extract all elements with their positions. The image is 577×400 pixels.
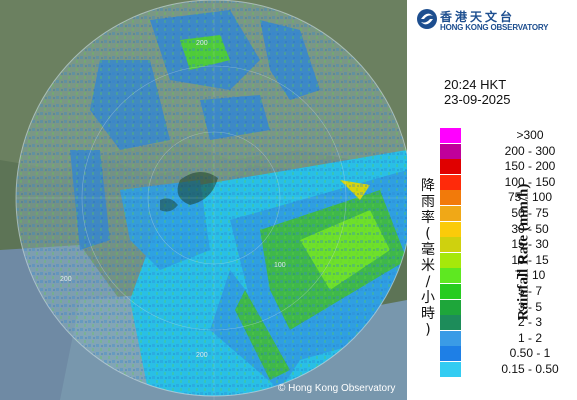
hko-logo-icon [416, 7, 438, 31]
range-label: 200 [60, 276, 72, 283]
legend-item: 30 - 50 [440, 222, 576, 237]
copyright-text: © Hong Kong Observatory [278, 383, 395, 394]
legend-item: 7 - 10 [440, 268, 576, 283]
legend-label: 150 - 200 [440, 160, 576, 173]
legend-label: 10 - 15 [440, 254, 576, 267]
legend-item: 0.15 - 0.50 [440, 362, 576, 377]
legend-item: >300 [440, 128, 576, 143]
legend-item: 150 - 200 [440, 159, 576, 174]
legend-label: 1 - 2 [440, 332, 576, 345]
legend-label: 3 - 5 [440, 301, 576, 314]
range-label: 200 [196, 40, 208, 47]
time-text: 20:24 HKT [444, 77, 511, 92]
legend-label: 50 - 75 [440, 207, 576, 220]
legend-item: 1 - 2 [440, 331, 576, 346]
legend-item: 15 - 30 [440, 237, 576, 252]
range-label: 100 [274, 262, 286, 269]
legend-item: 0.50 - 1 [440, 346, 576, 361]
legend-item: 10 - 15 [440, 253, 576, 268]
legend-label: 5 - 7 [440, 285, 576, 298]
legend-label: >300 [440, 129, 576, 142]
legend-label: 2 - 3 [440, 316, 576, 329]
date-text: 23-09-2025 [444, 92, 511, 107]
legend-item: 200 - 300 [440, 144, 576, 159]
radar-map: 200 200 100 200 © Hong Kong Observatory [0, 0, 407, 400]
legend-label: 0.50 - 1 [440, 347, 576, 360]
legend-item: 50 - 75 [440, 206, 576, 221]
legend-label: 75 - 100 [440, 191, 576, 204]
legend-label: 100 - 150 [440, 176, 576, 189]
legend-item: 5 - 7 [440, 284, 576, 299]
timestamp: 20:24 HKT 23-09-2025 [444, 77, 511, 107]
legend-title-zh: 降 雨 率 ( 毫 米 / 小 時 ) [420, 178, 436, 338]
legend-item: 75 - 100 [440, 190, 576, 205]
legend-label: 15 - 30 [440, 238, 576, 251]
range-label: 200 [196, 352, 208, 359]
logo-text-en: HONG KONG OBSERVATORY [440, 23, 548, 32]
legend-label: 200 - 300 [440, 145, 576, 158]
legend-item: 2 - 3 [440, 315, 576, 330]
legend-panel: 香港天文台 HONG KONG OBSERVATORY 20:24 HKT 23… [407, 0, 577, 400]
legend-item: 100 - 150 [440, 175, 576, 190]
legend-item: 3 - 5 [440, 300, 576, 315]
legend-label: 7 - 10 [440, 269, 576, 282]
legend-label: 30 - 50 [440, 223, 576, 236]
hko-logo[interactable]: 香港天文台 HONG KONG OBSERVATORY [416, 7, 576, 37]
legend-label: 0.15 - 0.50 [440, 363, 576, 376]
